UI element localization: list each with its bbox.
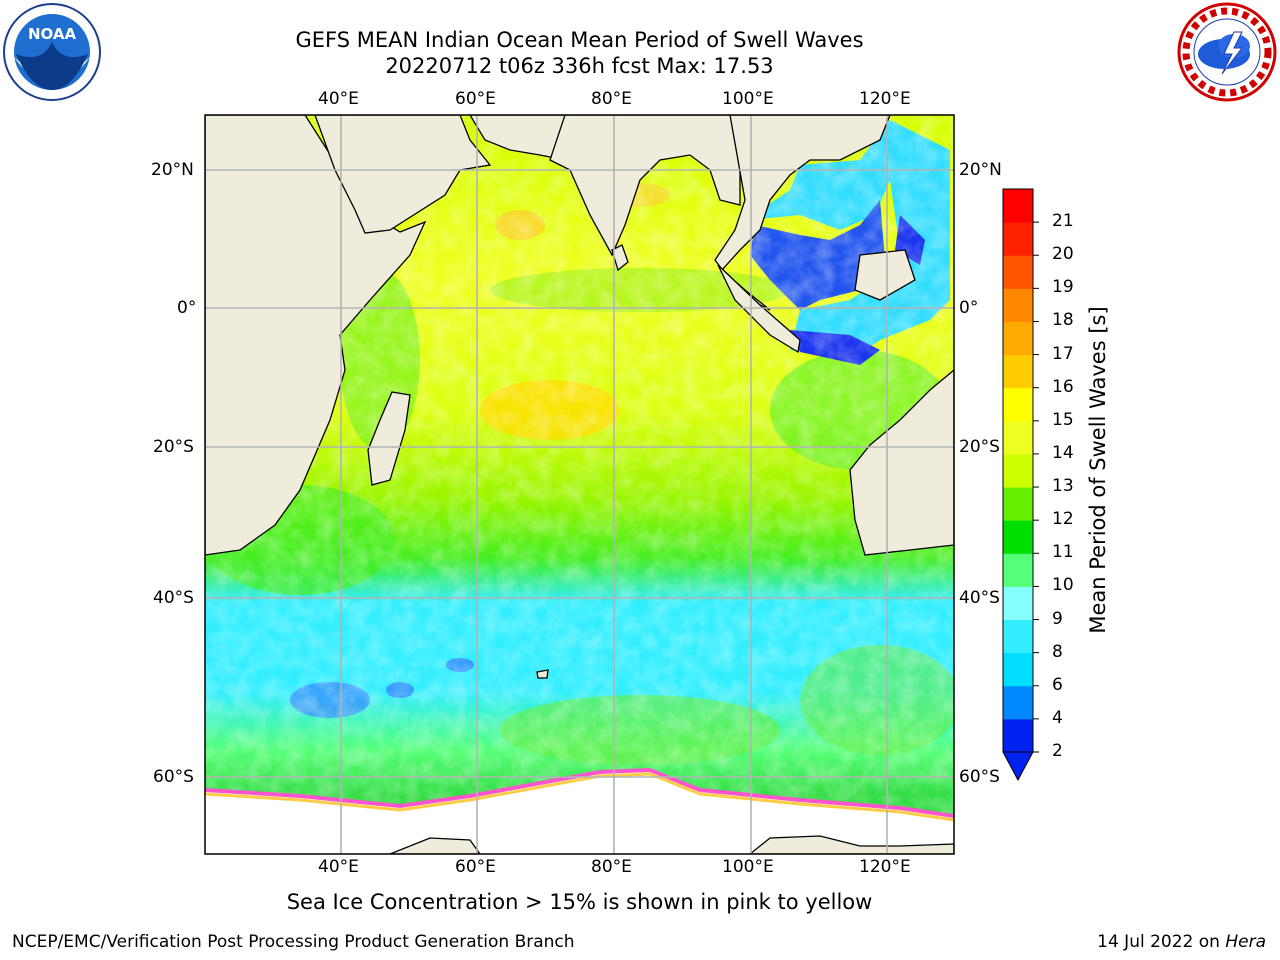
colorbar-segment [1003, 487, 1033, 521]
lat-label-right-0: 0° [959, 298, 979, 318]
colorbar-segment [1003, 420, 1033, 455]
lon-label-top-40e: 40°E [318, 89, 359, 109]
lon-label-top-100e: 100°E [722, 89, 774, 109]
noaa-logo: NOAA [3, 3, 101, 101]
lon-label-bottom-60e: 60°E [455, 857, 496, 877]
colorbar-tick-label: 9 [1052, 608, 1063, 629]
lon-label-bottom-80e: 80°E [591, 857, 632, 877]
colorbar-segment [1003, 553, 1033, 587]
lat-label-right-40s: 40°S [959, 588, 1000, 608]
colorbar-segment [1003, 586, 1033, 621]
footer-date: 14 Jul 2022 on Hera [1097, 932, 1266, 952]
lat-label-left-0: 0° [177, 298, 197, 318]
colorbar-tick-label: 10 [1052, 575, 1074, 596]
sea-ice-note: Sea Ice Concentration > 15% is shown in … [286, 890, 873, 914]
colorbar-segment [1003, 288, 1033, 322]
colorbar-tick-label: 16 [1052, 376, 1074, 397]
lat-label-right-20n: 20°N [959, 160, 1002, 180]
graticule [205, 115, 954, 854]
nws-logo [1177, 2, 1277, 102]
lon-label-bottom-40e: 40°E [318, 857, 359, 877]
colorbar-segment [1003, 387, 1033, 422]
colorbar-tick-label: 18 [1052, 310, 1074, 331]
lon-label-bottom-120e: 120°E [859, 857, 911, 877]
colorbar-segment [1003, 189, 1033, 223]
map-frame [204, 114, 955, 855]
colorbar-tick-label: 15 [1052, 409, 1074, 430]
colorbar-segment [1003, 354, 1033, 389]
colorbar-segment [1003, 321, 1033, 356]
colorbar-segment [1003, 619, 1033, 654]
colorbar-tick-label: 12 [1052, 509, 1074, 530]
footer-date-text: 14 Jul 2022 on [1097, 932, 1226, 952]
colorbar-segment [1003, 255, 1033, 289]
colorbar-frame [1002, 188, 1034, 753]
colorbar-tick-label: 11 [1052, 542, 1074, 563]
colorbar-extend-min [1002, 751, 1034, 782]
colorbar-segment [1003, 520, 1033, 554]
colorbar-segment [1003, 222, 1033, 256]
lat-label-left-40s: 40°S [153, 588, 194, 608]
lon-label-bottom-100e: 100°E [722, 857, 774, 877]
colorbar-tick-label: 19 [1052, 277, 1074, 298]
colorbar-tick-label: 21 [1052, 211, 1074, 232]
colorbar-tick-label: 20 [1052, 244, 1074, 265]
lon-label-top-120e: 120°E [859, 89, 911, 109]
colorbar-tick-label: 17 [1052, 343, 1074, 364]
colorbar-tick-label: 4 [1052, 707, 1063, 728]
colorbar-segment [1003, 685, 1033, 720]
lat-label-left-20s: 20°S [153, 437, 194, 457]
colorbar-segment [1003, 453, 1033, 488]
colorbar-tick-label: 13 [1052, 476, 1074, 497]
colorbar-label: Mean Period of Swell Waves [s] [1086, 306, 1110, 634]
colorbar-segment [1003, 718, 1033, 753]
colorbar-tick-label: 14 [1052, 442, 1074, 463]
lon-label-top-60e: 60°E [455, 89, 496, 109]
map-field [205, 115, 954, 854]
colorbar-tick-label: 6 [1052, 674, 1063, 695]
colorbar [1002, 188, 1039, 782]
colorbar-segment [1003, 652, 1033, 687]
noaa-logo-text: NOAA [28, 25, 77, 43]
lat-label-right-20s: 20°S [959, 437, 1000, 457]
footer-branch: NCEP/EMC/Verification Post Processing Pr… [12, 932, 575, 952]
footer-host: Hera [1225, 932, 1266, 952]
colorbar-tick-label: 2 [1052, 741, 1063, 761]
lat-label-left-60s: 60°S [153, 767, 194, 787]
lon-label-top-80e: 80°E [591, 89, 632, 109]
land-masses [205, 115, 954, 854]
colorbar-tick-label: 8 [1052, 641, 1063, 662]
lat-label-right-60s: 60°S [959, 767, 1000, 787]
lat-label-left-20n: 20°N [151, 160, 194, 180]
title-line-2: 20220712 t06z 336h fcst Max: 17.53 [385, 54, 774, 78]
title-line-1: GEFS MEAN Indian Ocean Mean Period of Sw… [295, 28, 864, 52]
